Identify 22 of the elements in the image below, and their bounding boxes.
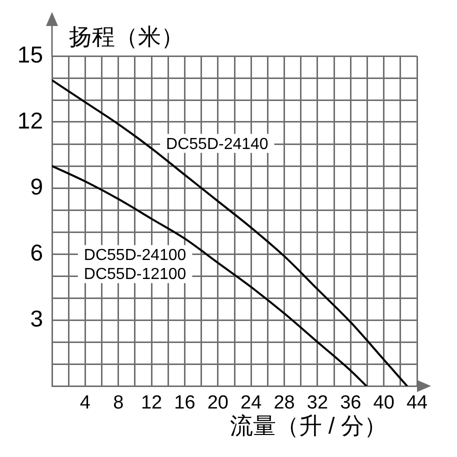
y-axis-title: 扬程（米） — [69, 23, 184, 50]
series-label: DC55D-24100 DC55D-12100 — [84, 246, 186, 283]
y-tick-label: 12 — [17, 107, 43, 134]
x-tick-label: 44 — [406, 392, 428, 414]
x-tick-label: 36 — [340, 392, 362, 414]
line-series — [52, 165, 368, 386]
x-axis-title: 流量（升 / 分） — [230, 412, 388, 438]
x-tick-label: 12 — [140, 392, 162, 414]
x-tick-label: 40 — [373, 392, 394, 414]
x-tick-label: 24 — [240, 392, 262, 414]
x-tick-label: 28 — [274, 392, 295, 414]
y-tick-label: 6 — [30, 239, 43, 266]
x-tick-label: 16 — [174, 392, 196, 414]
y-tick-label: 15 — [17, 41, 43, 68]
x-tick-label: 20 — [207, 392, 228, 414]
line-series — [52, 79, 408, 386]
x-tick-label: 32 — [306, 392, 328, 414]
x-tick-label: 4 — [80, 392, 91, 414]
y-tick-label: 3 — [30, 305, 43, 332]
series-label: DC55D-24140 — [166, 136, 268, 153]
x-tick-label: 8 — [113, 392, 124, 414]
y-tick-label: 9 — [30, 173, 43, 200]
